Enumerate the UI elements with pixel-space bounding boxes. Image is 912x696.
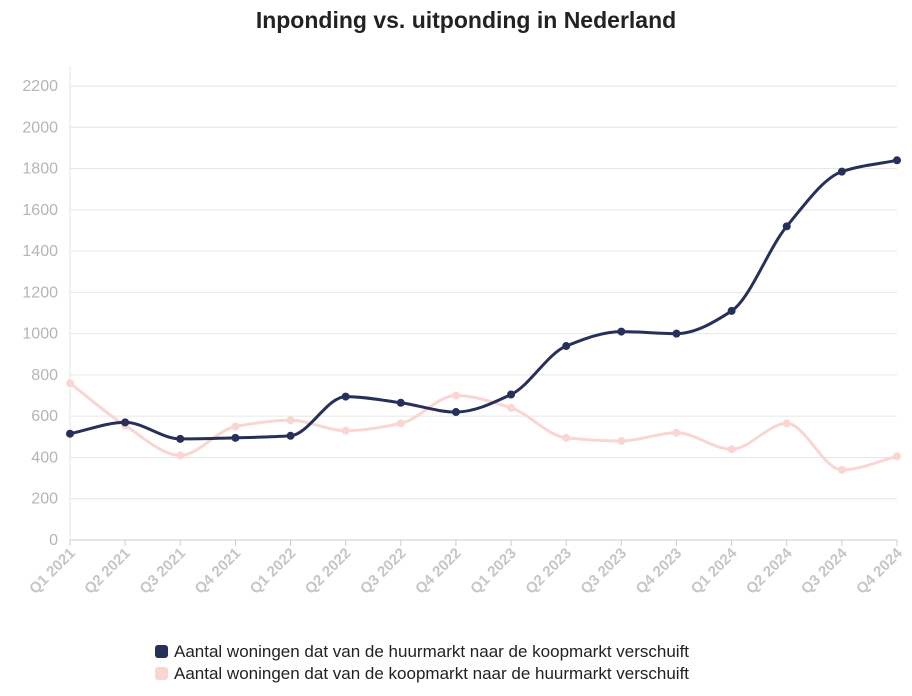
data-point [782, 419, 791, 428]
series-2 [66, 379, 901, 474]
x-tick-label: Q2 2024 [743, 544, 796, 597]
x-tick-label: Q3 2024 [798, 544, 851, 597]
x-tick-label: Q4 2022 [412, 545, 465, 598]
series-line [69, 381, 898, 472]
data-point [451, 391, 460, 400]
y-axis-ticks: 0 200 400 600 800 1000 1200 1400 1600 1800 2000 220… [22, 78, 58, 549]
data-point [341, 392, 350, 401]
y-tick-label: 1000 [22, 326, 58, 343]
y-tick-label: 400 [31, 449, 58, 466]
y-tick-label: 2000 [22, 119, 58, 136]
data-point [396, 398, 405, 407]
y-tick-label: 1200 [22, 284, 58, 301]
y-tick-label: 200 [31, 491, 58, 508]
legend-swatch [155, 645, 168, 658]
y-tick-label: 1800 [22, 161, 58, 178]
data-point [893, 156, 901, 165]
data-point [231, 433, 240, 442]
data-point [893, 452, 901, 461]
data-point [672, 329, 681, 338]
y-tick-label: 800 [31, 367, 58, 384]
data-point [286, 431, 295, 440]
legend-swatch [155, 667, 168, 680]
data-point [837, 167, 846, 176]
legend: Aantal woningen dat van de huurmarkt naa… [155, 642, 689, 683]
data-point [121, 418, 130, 427]
x-tick-label: Q4 2024 [853, 544, 906, 597]
y-tick-label: 1600 [22, 202, 58, 219]
y-tick-label: 2200 [22, 78, 58, 95]
x-tick-label: Q3 2022 [357, 545, 410, 598]
data-point [396, 419, 405, 428]
data-point [837, 465, 846, 474]
data-point [562, 342, 571, 351]
x-tick-label: Q2 2023 [522, 545, 575, 598]
y-tick-label: 0 [49, 532, 58, 549]
legend-label: Aantal woningen dat van de huurmarkt naa… [174, 642, 689, 661]
data-point [617, 327, 626, 336]
series-1 [66, 156, 901, 443]
data-point [66, 429, 74, 438]
x-tick-label: Q1 2021 [26, 545, 79, 598]
data-point [66, 379, 74, 388]
data-point [451, 408, 460, 417]
data-point [341, 426, 350, 435]
x-tick-label: Q4 2023 [633, 545, 686, 598]
y-tick-label: 600 [31, 408, 58, 425]
data-point [727, 445, 736, 454]
data-point [782, 222, 791, 231]
data-point [176, 434, 185, 443]
data-point [286, 416, 295, 425]
gridlines [70, 85, 897, 541]
x-axis: Q1 2021 Q2 2021 Q3 2021 Q4 2021 Q1 2022 Q2 20… [26, 66, 906, 598]
data-point [176, 451, 185, 460]
data-point [562, 433, 571, 442]
data-point [727, 306, 736, 315]
data-point [672, 428, 681, 437]
x-tick-label: Q4 2021 [192, 545, 245, 598]
x-tick-label: Q1 2024 [688, 544, 741, 597]
legend-label: Aantal woningen dat van de koopmarkt naa… [174, 664, 689, 683]
series-lines [66, 156, 901, 474]
x-tick-label: Q3 2023 [577, 545, 630, 598]
data-point [617, 436, 626, 445]
chart-title: Inponding vs. uitponding in Nederland [256, 7, 676, 33]
series-line [69, 158, 898, 441]
x-tick-label: Q2 2022 [302, 545, 355, 598]
data-point [507, 390, 516, 399]
x-tick-label: Q2 2021 [81, 545, 134, 598]
x-tick-label: Q3 2021 [136, 545, 189, 598]
y-tick-label: 1400 [22, 243, 58, 260]
data-point [231, 422, 240, 431]
data-point [507, 403, 516, 412]
x-tick-label: Q1 2023 [467, 545, 520, 598]
x-tick-label: Q1 2022 [247, 545, 300, 598]
